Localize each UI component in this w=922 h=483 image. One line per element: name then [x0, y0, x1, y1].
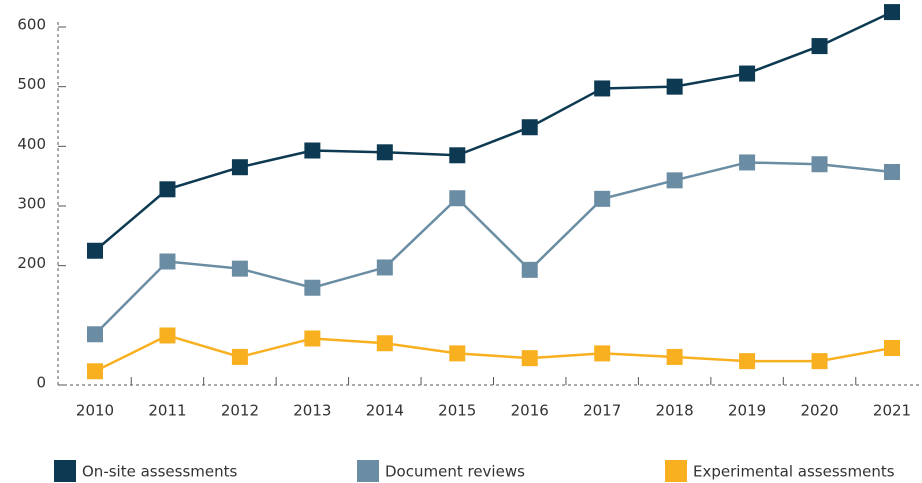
point [666, 172, 683, 189]
x-tick-label: 2015 [438, 402, 476, 420]
series-line [94, 334, 893, 373]
y-tick-label: 400 [17, 135, 46, 153]
x-tick-label: 2012 [221, 402, 259, 420]
point [376, 335, 393, 352]
x-tick-label: 2021 [873, 402, 911, 420]
point [739, 353, 756, 370]
point [376, 144, 393, 161]
point [304, 142, 321, 159]
y-tick-label: 200 [17, 254, 46, 272]
point [449, 190, 466, 207]
y-tick-label: 0 [36, 374, 46, 392]
point [594, 80, 611, 97]
point [376, 259, 393, 276]
point [449, 147, 466, 164]
x-tick-label: 2018 [656, 402, 694, 420]
y-tick-label: 600 [17, 16, 46, 34]
series-line [94, 161, 893, 336]
point [739, 65, 756, 82]
point [231, 260, 248, 277]
x-tick-label: 2010 [76, 402, 114, 420]
point [884, 340, 900, 357]
point [884, 4, 900, 21]
point [811, 353, 828, 370]
x-tick-label: 2016 [511, 402, 549, 420]
legend-label: On-site assessments [82, 463, 237, 481]
point [811, 38, 828, 55]
legend-label: Experimental assessments [693, 463, 895, 481]
point [159, 253, 176, 270]
point [87, 242, 103, 259]
x-tick-label: 2020 [800, 402, 838, 420]
x-tick-label: 2017 [583, 402, 621, 420]
y-tick-label: 300 [17, 195, 46, 213]
point [521, 261, 538, 278]
point [231, 348, 248, 365]
point [449, 345, 466, 362]
x-tick-label: 2019 [728, 402, 766, 420]
point [521, 119, 538, 136]
point [666, 78, 683, 95]
point [884, 163, 900, 180]
point [666, 348, 683, 365]
x-tick-label: 2014 [366, 402, 404, 420]
point [811, 156, 828, 173]
point [159, 327, 176, 344]
legend-swatch [357, 460, 379, 482]
point [87, 326, 103, 343]
point [159, 181, 176, 198]
point [521, 350, 538, 367]
point [304, 279, 321, 296]
x-tick-label: 2011 [148, 402, 186, 420]
y-tick-label: 500 [17, 75, 46, 93]
point [739, 154, 756, 171]
x-tick-label: 2013 [293, 402, 331, 420]
series-line [94, 10, 893, 252]
point [594, 190, 611, 207]
point [231, 159, 248, 176]
point [87, 363, 103, 380]
legend-swatch [54, 460, 76, 482]
legend-label: Document reviews [385, 463, 525, 481]
point [594, 345, 611, 362]
legend-swatch [665, 460, 687, 482]
point [304, 330, 321, 347]
